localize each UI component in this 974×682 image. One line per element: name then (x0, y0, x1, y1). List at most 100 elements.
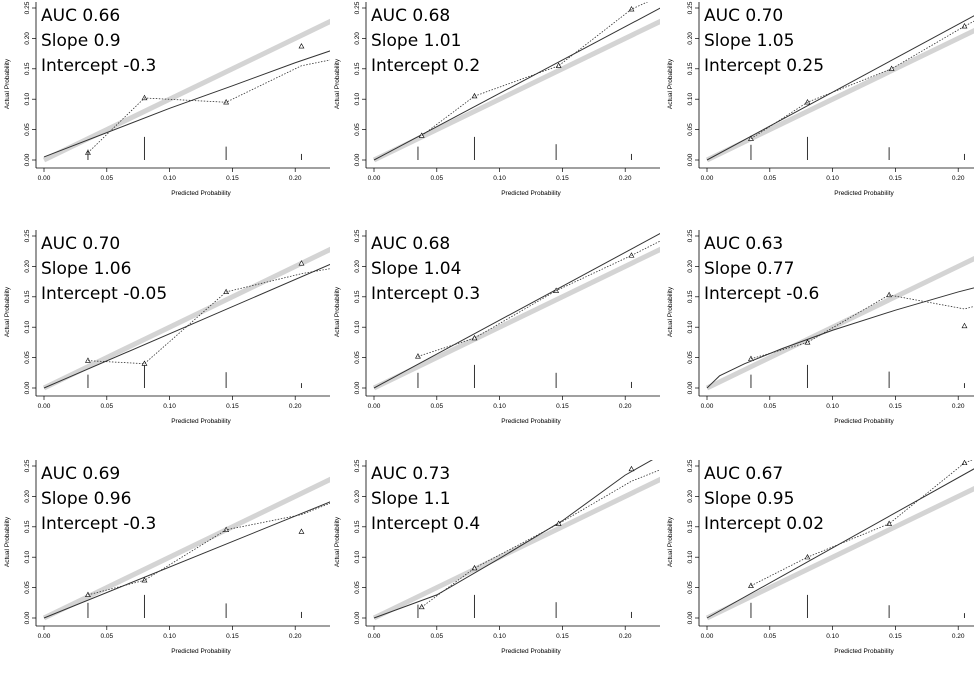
x-tick-label: 0.15 (889, 175, 902, 182)
y-tick-label: 0.25 (354, 229, 361, 242)
intercept-label: Intercept 0.02 (704, 514, 825, 534)
slope-label: Slope 1.01 (371, 31, 462, 51)
calibration-plot: 0.00 0.00 0.05 0.05 0.10 0.10 0.15 0.15 0.20 0.20… (334, 459, 660, 655)
x-axis-title: Predicted Probability (501, 418, 561, 425)
y-tick-label: 0.10 (24, 550, 31, 563)
slope-label: Slope 0.77 (704, 259, 795, 279)
y-tick-label: 0.00 (687, 153, 694, 166)
x-tick-label: 0.00 (701, 403, 714, 410)
x-tick-label: 0.20 (952, 633, 965, 640)
ideal-line (372, 476, 660, 621)
y-tick-label: 0.20 (354, 260, 361, 273)
x-tick-label: 0.20 (289, 633, 302, 640)
y-tick-label: 0.10 (687, 92, 694, 105)
y-axis-title: Actual Probability (667, 286, 674, 337)
y-tick-label: 0.00 (24, 153, 31, 166)
auc-label: AUC 0.63 (704, 234, 784, 254)
y-tick-label: 0.20 (354, 32, 361, 45)
calibration-panel-5: 0.00 0.00 0.05 0.05 0.10 0.10 0.15 0.15 0.20 0.20… (330, 228, 660, 452)
calibration-plot: 0.00 0.00 0.05 0.05 0.10 0.10 0.15 0.15 0.20 0.20… (667, 459, 974, 655)
y-tick-label: 0.10 (687, 550, 694, 563)
nonparametric-line (87, 59, 330, 153)
auc-label: AUC 0.66 (41, 6, 121, 26)
model-stats: AUC 0.68 Slope 1.01 Intercept 0.2 (371, 4, 480, 79)
logistic-calibration-line (43, 501, 330, 619)
ideal-line (42, 246, 330, 391)
x-tick-label: 0.15 (556, 633, 569, 640)
nonparametric-line (750, 460, 974, 587)
x-tick-label: 0.20 (619, 175, 632, 182)
x-tick-label: 0.05 (100, 633, 113, 640)
slope-label: Slope 1.05 (704, 31, 795, 51)
y-tick-label: 0.25 (687, 1, 694, 14)
plot-area (705, 255, 974, 391)
x-tick-label: 0.15 (226, 403, 239, 410)
auc-label: AUC 0.68 (371, 234, 451, 254)
x-tick-label: 0.10 (163, 175, 176, 182)
grouped-observation-point (298, 528, 305, 534)
y-tick-label: 0.10 (24, 92, 31, 105)
intercept-label: Intercept -0.3 (41, 56, 157, 76)
slope-label: Slope 0.9 (41, 31, 121, 51)
x-axis-title: Predicted Probability (834, 190, 894, 197)
calibration-panel-9: 0.00 0.00 0.05 0.05 0.10 0.10 0.15 0.15 0.20 0.20… (663, 458, 974, 682)
calibration-plot: 0.00 0.00 0.05 0.05 0.10 0.10 0.15 0.15 0.20 0.20… (334, 1, 660, 197)
y-tick-label: 0.10 (354, 92, 361, 105)
y-tick-label: 0.25 (24, 1, 31, 14)
ideal-line (42, 18, 330, 163)
x-tick-label: 0.05 (763, 403, 776, 410)
x-tick-label: 0.05 (100, 175, 113, 182)
auc-label: AUC 0.69 (41, 464, 121, 484)
logistic-calibration-line (43, 263, 330, 389)
x-tick-label: 0.20 (619, 403, 632, 410)
y-axis-title: Actual Probability (334, 286, 341, 337)
y-tick-label: 0.15 (687, 62, 694, 75)
x-tick-label: 0.10 (826, 403, 839, 410)
ideal-line (705, 27, 974, 163)
auc-label: AUC 0.67 (704, 464, 784, 484)
y-tick-label: 0.20 (354, 490, 361, 503)
model-stats: AUC 0.63 Slope 0.77 Intercept -0.6 (704, 232, 819, 307)
grouped-observation-point (85, 357, 91, 363)
auc-label: AUC 0.73 (371, 464, 451, 484)
calibration-plot: 0.00 0.00 0.05 0.05 0.10 0.10 0.15 0.15 0.20 0.20… (667, 229, 974, 425)
calibration-panel-3: 0.00 0.00 0.05 0.05 0.10 0.10 0.15 0.15 0.20 0.20… (663, 0, 974, 224)
intercept-label: Intercept -0.6 (704, 284, 820, 304)
x-tick-label: 0.20 (289, 403, 302, 410)
calibration-plot: 0.00 0.00 0.05 0.05 0.10 0.10 0.15 0.15 0.20 0.20… (667, 1, 974, 197)
grouped-observation-point (298, 43, 305, 49)
x-axis-title: Predicted Probability (171, 418, 231, 425)
x-tick-label: 0.00 (368, 175, 381, 182)
plot-area (705, 460, 974, 621)
slope-label: Slope 1.1 (371, 489, 451, 509)
y-tick-label: 0.20 (687, 260, 694, 273)
y-tick-label: 0.05 (687, 123, 694, 136)
x-axis-title: Predicted Probability (834, 648, 894, 655)
x-tick-label: 0.00 (38, 175, 51, 182)
y-axis-title: Actual Probability (4, 58, 11, 109)
y-tick-label: 0.10 (354, 550, 361, 563)
plot-area (705, 15, 974, 163)
x-tick-label: 0.20 (289, 175, 302, 182)
calibration-panel-6: 0.00 0.00 0.05 0.05 0.10 0.10 0.15 0.15 0.20 0.20… (663, 228, 974, 452)
logistic-calibration-line (43, 50, 330, 158)
x-axis-title: Predicted Probability (171, 190, 231, 197)
grouped-observation-point (628, 465, 635, 472)
x-tick-label: 0.15 (889, 403, 902, 410)
plot-area (42, 246, 330, 391)
y-axis-title: Actual Probability (334, 516, 341, 567)
intercept-label: Intercept -0.3 (41, 514, 157, 534)
y-tick-label: 0.15 (687, 520, 694, 533)
x-tick-label: 0.05 (430, 175, 443, 182)
ideal-line (372, 246, 660, 391)
x-tick-label: 0.10 (493, 633, 506, 640)
calibration-panel-2: 0.00 0.00 0.05 0.05 0.10 0.10 0.15 0.15 0.20 0.20… (330, 0, 660, 224)
nonparametric-line (87, 502, 330, 596)
calibration-plot: 0.00 0.00 0.05 0.05 0.10 0.10 0.15 0.15 0.20 0.20… (4, 459, 330, 655)
x-tick-label: 0.15 (226, 175, 239, 182)
y-tick-label: 0.15 (24, 290, 31, 303)
logistic-calibration-line (373, 233, 660, 389)
y-tick-label: 0.00 (687, 381, 694, 394)
plot-area (372, 460, 660, 621)
y-tick-label: 0.25 (687, 459, 694, 472)
